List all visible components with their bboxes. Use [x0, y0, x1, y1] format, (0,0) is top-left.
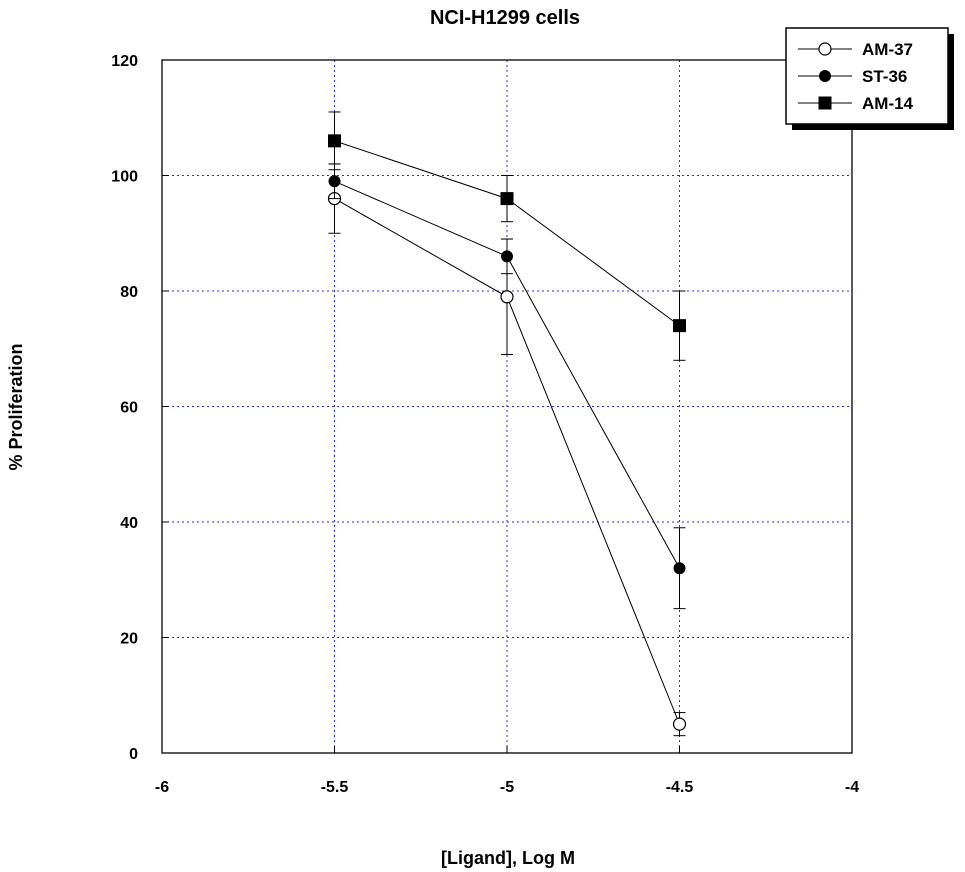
- data-point: [673, 319, 686, 333]
- series-layer: [327, 111, 687, 737]
- legend-item: AM-37: [798, 40, 913, 59]
- legend-marker: [818, 42, 832, 56]
- data-point: [501, 250, 513, 263]
- x-tick-label: -4: [845, 779, 859, 796]
- y-tick-label: 20: [120, 631, 138, 648]
- legend-marker: [818, 96, 832, 110]
- x-tick-label: -6: [155, 779, 169, 796]
- data-point: [328, 134, 341, 148]
- y-tick-label: 120: [111, 53, 138, 70]
- data-point: [672, 717, 687, 731]
- grid: [162, 60, 852, 753]
- data-point: [500, 192, 514, 206]
- data-point: [673, 562, 686, 575]
- y-tick-label: 80: [120, 284, 138, 301]
- x-axis-label: [Ligand], Log M: [441, 848, 575, 868]
- data-point: [328, 175, 341, 188]
- axis-ticks: -6 -5.5 -5 -4.5 -4 0 20 40 60 80 100 120: [111, 53, 859, 796]
- y-tick-label: 100: [111, 169, 138, 186]
- data-point: [500, 290, 514, 304]
- legend-item: AM-14: [798, 94, 914, 113]
- x-tick-label: -4.5: [666, 779, 694, 796]
- legend-label: AM-37: [862, 40, 913, 59]
- series-st-36: [328, 163, 686, 610]
- legend-item: ST-36: [798, 67, 907, 86]
- legend: AM-37 ST-36 AM-14: [785, 27, 954, 130]
- x-tick-label: -5.5: [321, 779, 349, 796]
- x-tick-label: -5: [500, 779, 514, 796]
- legend-marker: [819, 70, 831, 82]
- y-tick-label: 60: [120, 400, 138, 417]
- chart-title: NCI-H1299 cells: [430, 7, 580, 29]
- legend-label: ST-36: [862, 67, 907, 86]
- y-axis-label: % Proliferation: [6, 343, 26, 470]
- legend-label: AM-14: [862, 94, 914, 113]
- y-tick-label: 40: [120, 515, 138, 532]
- series-am-14: [328, 111, 686, 361]
- y-tick-label: 0: [129, 746, 138, 763]
